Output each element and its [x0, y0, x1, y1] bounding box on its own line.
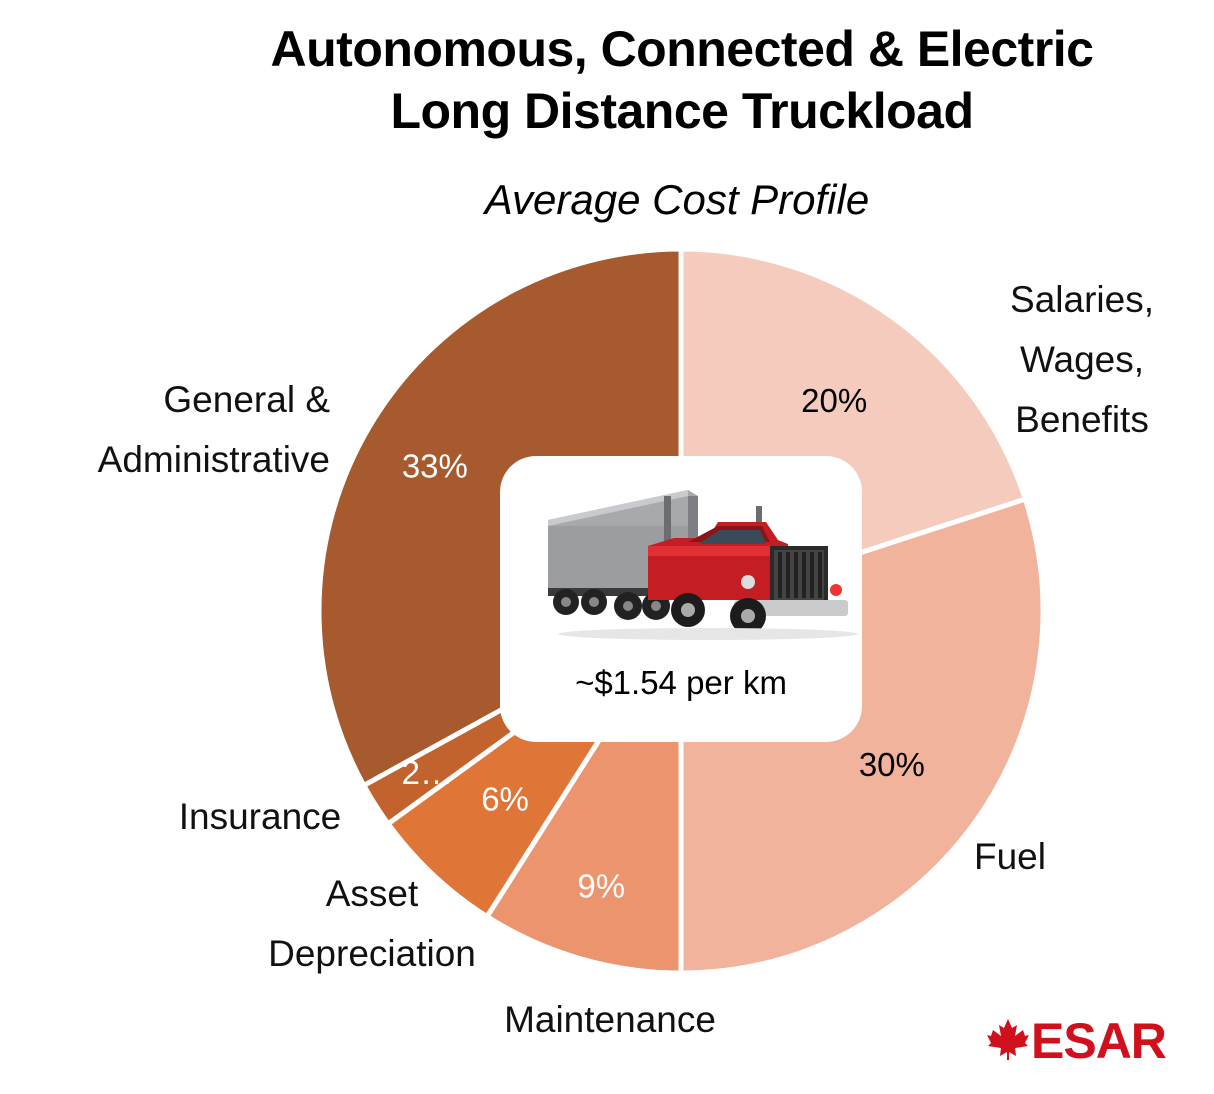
- pie-category-label-2: Maintenance: [504, 999, 716, 1040]
- pie-value-label-5: 33%: [402, 447, 468, 484]
- chart-title-line-2: Long Distance Truckload: [390, 83, 974, 139]
- pie-category-label-line: Administrative: [98, 439, 330, 480]
- pie-category-label-line: Maintenance: [504, 999, 716, 1040]
- pie-value-label-1: 30%: [859, 746, 925, 783]
- pie-category-label-0: Salaries, Wages, Benefits: [1010, 279, 1154, 440]
- pie-category-label-line: Benefits: [1015, 399, 1149, 440]
- pie-category-label-1: Fuel: [974, 836, 1046, 877]
- truck-icon: [548, 490, 858, 640]
- pie-category-label-line: Salaries,: [1010, 279, 1154, 320]
- pie-category-label-line: Asset: [326, 873, 419, 914]
- cesar-logo: ESAR: [985, 1012, 1167, 1070]
- pie-category-label-line: Wages,: [1020, 339, 1144, 380]
- pie-category-label-line: Insurance: [179, 796, 342, 837]
- maple-leaf-icon: [987, 1019, 1029, 1060]
- center-label: ~$1.54 per km: [575, 664, 787, 701]
- chart-title: Autonomous, Connected & Electric Long Di…: [0, 18, 1214, 142]
- pie-value-label-2: 9%: [577, 868, 625, 905]
- pie-category-label-line: Depreciation: [268, 933, 476, 974]
- chart-subtitle: Average Cost Profile: [484, 176, 870, 223]
- pie-category-label-3: Asset Depreciation: [268, 873, 476, 974]
- logo-text: ESAR: [1031, 1013, 1167, 1069]
- pie-value-label-3: 6%: [481, 780, 529, 817]
- chart-title-line-1: Autonomous, Connected & Electric: [270, 21, 1094, 77]
- pie-category-label-line: General &: [163, 379, 330, 420]
- pie-value-label-0: 20%: [801, 382, 867, 419]
- pie-category-label-4: Insurance: [179, 796, 342, 837]
- pie-category-label-line: Fuel: [974, 836, 1046, 877]
- pie-category-label-5: General & Administrative: [98, 379, 331, 480]
